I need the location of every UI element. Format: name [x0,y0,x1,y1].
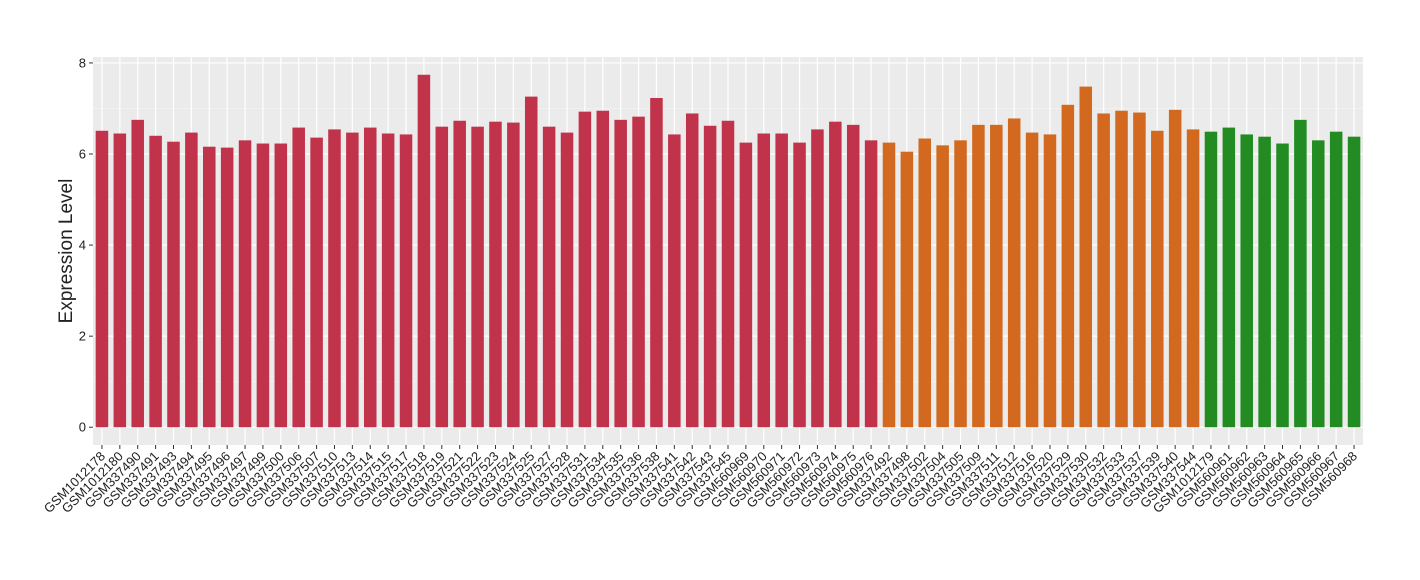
bar [220,147,234,428]
bar [1276,143,1289,428]
bar [131,119,144,428]
bar [1347,136,1361,428]
bar [113,133,127,428]
bar [149,135,162,428]
bar [256,143,270,428]
bar [489,121,502,428]
bar [328,129,341,428]
bar [381,133,395,428]
bar [864,140,878,428]
bar [1151,130,1164,428]
bar [560,132,574,428]
y-tick-label: 2 [79,329,86,344]
y-tick-label: 8 [79,55,86,70]
bar [524,96,538,428]
bar [399,134,413,428]
bar [936,145,949,428]
bar [185,132,198,428]
bar [1115,110,1128,428]
bar [775,133,788,428]
bar [1097,113,1110,428]
bar [435,126,449,428]
bar [972,124,985,428]
bar [1329,131,1343,428]
bar [632,116,645,428]
bar [811,129,824,428]
bar [1294,119,1307,428]
bar [238,140,252,428]
bar [918,138,932,428]
bar [203,146,216,428]
bar [954,140,967,428]
bar [346,132,359,428]
bar [1007,118,1021,428]
bar [363,127,377,428]
bar [1204,131,1218,428]
y-tick-label: 6 [79,147,86,162]
bar [578,111,592,428]
bar [703,125,717,428]
bar [1186,129,1200,428]
bar [542,126,556,428]
y-axis-label: Expression Level [56,179,77,324]
bar [685,113,699,428]
bar [846,124,860,428]
bar [274,143,288,428]
bar [596,110,610,428]
bar [1258,136,1271,428]
bar [721,120,735,428]
bar [1079,86,1093,428]
bar [310,137,323,428]
bar [650,97,663,428]
bar [793,142,806,428]
y-tick-label: 0 [79,420,86,435]
bar [990,124,1003,428]
bar [1025,132,1039,428]
bar [1240,134,1253,428]
bar [668,134,681,428]
bar [614,119,627,428]
bar [507,122,520,428]
bar [757,133,771,428]
bar [292,127,305,428]
bar [471,126,484,428]
bar [1043,134,1057,428]
bar [1061,104,1075,428]
bar [1222,127,1236,428]
bar [882,142,896,428]
bar [417,74,431,428]
bar [1168,109,1182,428]
bar [829,121,842,428]
bar [1133,112,1146,428]
bar [1312,140,1325,428]
bar [95,130,109,428]
bar [453,120,466,428]
bar [167,141,180,428]
bar [900,151,914,428]
y-tick-label: 4 [79,238,86,253]
bar [739,142,753,428]
